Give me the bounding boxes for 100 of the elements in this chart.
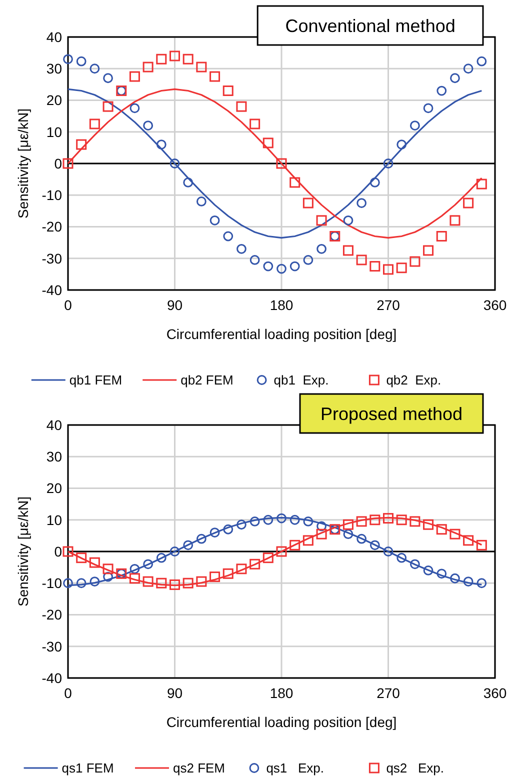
y-tick-label: 40 — [46, 416, 62, 433]
x-tick-label: 90 — [166, 685, 183, 701]
point — [356, 198, 367, 208]
point — [476, 578, 487, 588]
point — [170, 50, 180, 62]
point — [370, 514, 380, 526]
point — [90, 64, 100, 74]
point — [383, 513, 394, 524]
y-tick-label: -30 — [42, 250, 62, 266]
point — [423, 245, 434, 256]
point — [450, 528, 460, 540]
point — [250, 255, 260, 265]
point — [196, 576, 207, 587]
point — [396, 514, 407, 526]
point — [223, 524, 234, 534]
point — [130, 103, 140, 114]
point — [170, 158, 180, 168]
point — [263, 261, 274, 272]
point — [156, 54, 167, 64]
chart-title: Proposed method — [320, 404, 463, 424]
x-tick-label: 180 — [270, 685, 294, 701]
x-tick-label: 360 — [483, 685, 507, 701]
point — [250, 118, 260, 130]
point — [290, 261, 300, 272]
point — [62, 158, 74, 169]
point — [129, 573, 140, 584]
point — [410, 120, 420, 130]
point — [476, 540, 487, 550]
point — [102, 101, 114, 112]
point — [222, 568, 234, 579]
y-tick-label: -10 — [42, 187, 62, 204]
y-tick-label: 20 — [46, 480, 62, 496]
point — [396, 552, 407, 563]
y-tick-label: -40 — [42, 670, 62, 686]
point — [62, 546, 74, 557]
y-tick-label: -40 — [42, 282, 62, 298]
x-axis-title: Circumferential loading position [deg] — [166, 326, 397, 342]
y-tick-label: 20 — [46, 92, 62, 108]
point — [423, 566, 434, 576]
point — [463, 576, 474, 586]
point — [370, 178, 380, 188]
point — [143, 120, 154, 130]
point — [436, 230, 447, 242]
point — [250, 516, 260, 526]
y-tick-label: 10 — [46, 124, 62, 140]
y-tick-label: 40 — [46, 28, 62, 45]
point — [290, 177, 300, 188]
point — [170, 546, 180, 556]
point — [383, 158, 394, 168]
point — [463, 64, 474, 74]
y-axis-title: Sensitivity [με/kN] — [15, 496, 31, 606]
point — [76, 552, 87, 564]
x-tick-label: 0 — [64, 685, 72, 701]
point — [210, 528, 220, 538]
point — [182, 54, 194, 64]
point — [263, 514, 274, 525]
y-tick-label: -10 — [42, 575, 62, 592]
point — [410, 256, 420, 267]
point — [396, 140, 407, 150]
point — [222, 86, 234, 96]
legend-label: qs2 Exp. — [386, 760, 444, 776]
point — [262, 138, 274, 148]
point — [142, 576, 154, 587]
point — [303, 516, 314, 526]
point — [356, 254, 367, 266]
x-tick-label: 270 — [376, 297, 400, 313]
point — [302, 535, 314, 546]
y-tick-label: -20 — [42, 606, 62, 623]
point — [396, 262, 407, 274]
point — [182, 578, 194, 588]
point — [250, 558, 260, 570]
point — [210, 215, 220, 226]
point — [476, 178, 487, 190]
legend-label: qs1 Exp. — [266, 760, 324, 776]
point — [463, 535, 474, 546]
point — [276, 546, 287, 557]
point — [423, 519, 434, 530]
point — [102, 564, 114, 574]
point — [290, 514, 300, 525]
point — [170, 579, 180, 590]
point — [156, 552, 166, 563]
point — [63, 54, 73, 64]
legend-label: qb1 Exp. — [274, 372, 329, 388]
point — [342, 245, 354, 256]
x-tick-label: 0 — [64, 297, 72, 313]
y-tick-label: -20 — [42, 218, 62, 235]
point — [423, 103, 434, 114]
point — [210, 572, 220, 582]
point — [276, 264, 286, 274]
point — [236, 244, 246, 254]
point — [463, 198, 474, 208]
point — [183, 540, 194, 550]
point — [276, 513, 286, 524]
point — [236, 101, 247, 112]
x-tick-label: 90 — [166, 297, 183, 313]
point — [356, 534, 367, 544]
point — [236, 564, 247, 574]
point — [143, 559, 154, 570]
point — [410, 559, 420, 570]
point — [370, 540, 380, 550]
